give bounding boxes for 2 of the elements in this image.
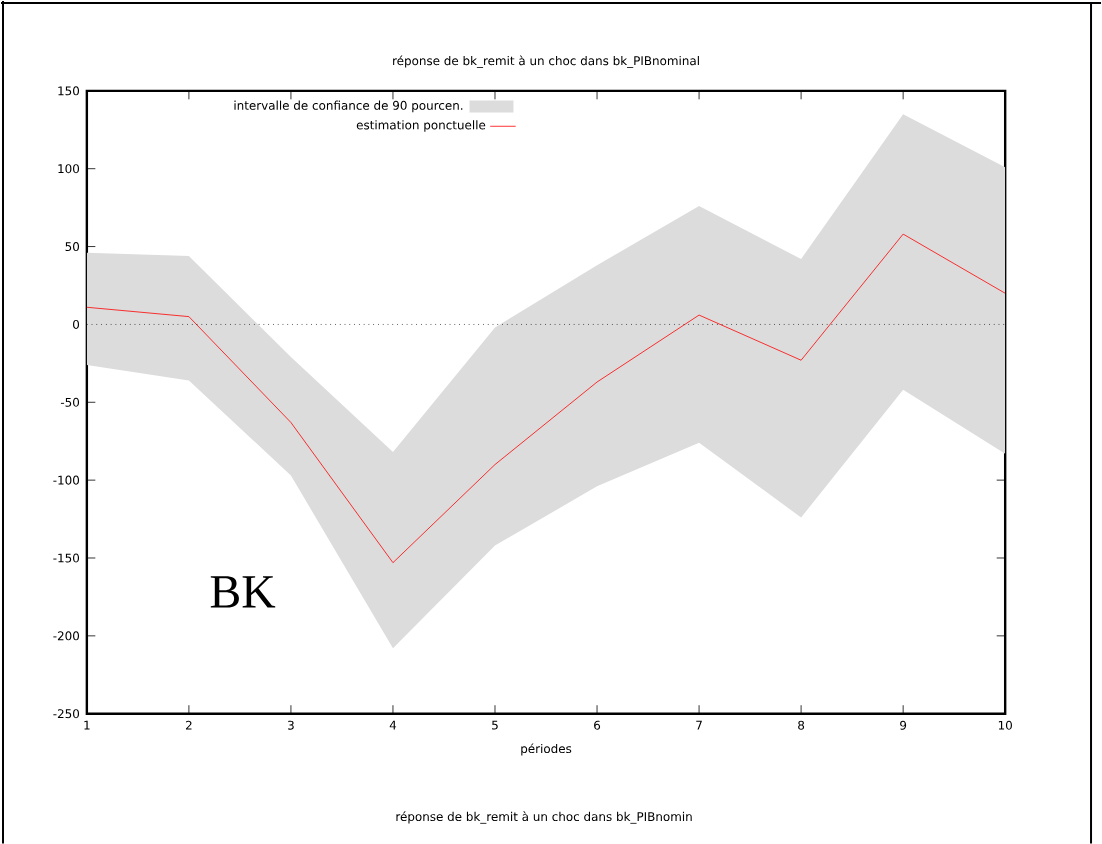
annotation: BK (210, 576, 276, 608)
line-series (86, 233, 1006, 563)
